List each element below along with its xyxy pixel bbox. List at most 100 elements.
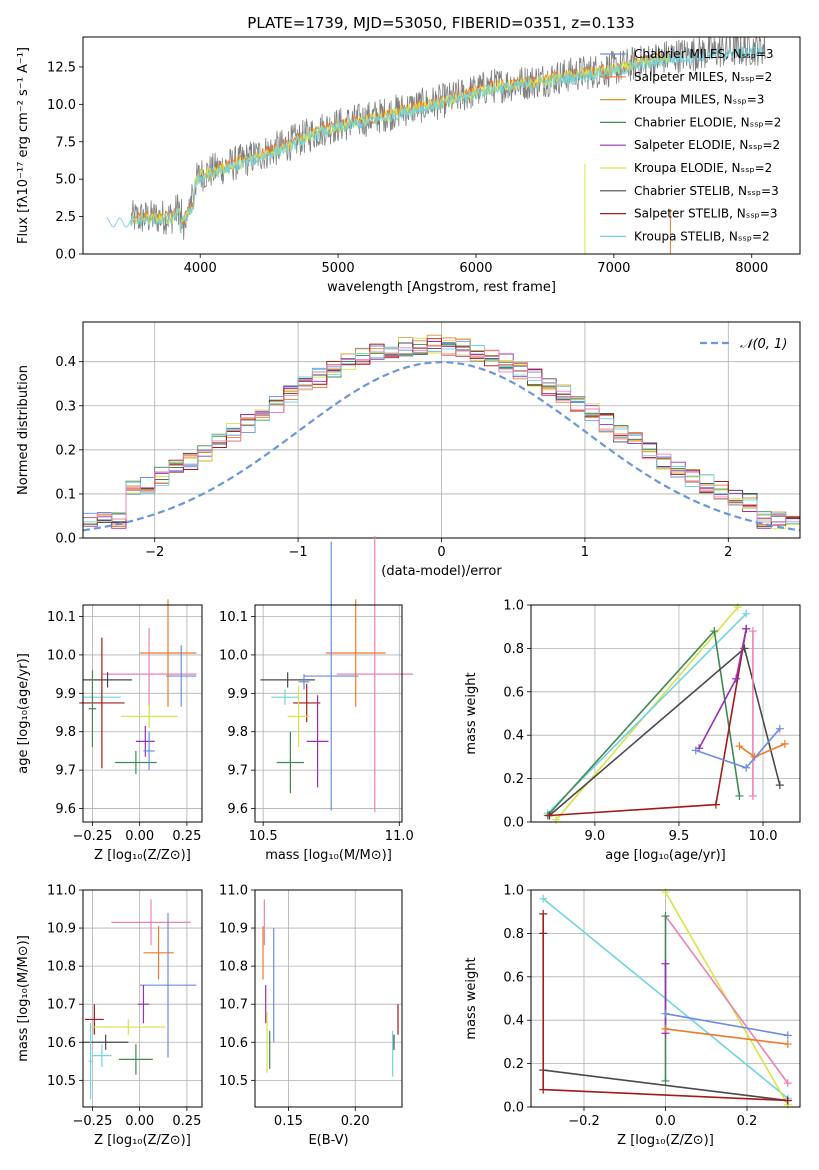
weight_vs_Z-xlabel: Z [log₁₀(Z/Z⊙)]	[617, 1133, 714, 1148]
weight_vs_Z-xtick-label: −0.2	[568, 1114, 600, 1129]
mass_vs_Z-xlabel: Z [log₁₀(Z/Z⊙)]	[94, 1133, 191, 1148]
weight_vs_Z-ytick-label: 0.6	[503, 970, 524, 985]
age_vs_Z-ytick-label: 9.8	[55, 725, 76, 740]
weight_vs_age-point-marker	[780, 739, 789, 748]
mass_vs_ebv-xlabel: E(B-V)	[308, 1133, 348, 1148]
weight_vs_Z-series-line	[543, 1069, 788, 1102]
spectrum-xlabel: wavelength [Angstrom, rest frame]	[327, 280, 556, 295]
weight_vs_age-frame	[530, 604, 801, 823]
age_vs_Z-ytick-label: 9.7	[55, 764, 76, 779]
weight_vs_age-ytick-label: 0.0	[503, 816, 524, 831]
legend-entry: Salpeter ELODIE, Nₛₛₚ=2	[634, 138, 780, 152]
mass_vs_ebv-frame	[254, 889, 403, 1108]
mass_vs_Z-ytick-label: 10.5	[47, 1074, 76, 1089]
weight_vs_Z-ytick-label: 0.2	[503, 1057, 524, 1072]
weight_vs_age-point-marker	[735, 742, 744, 751]
weight_vs_age-point-marker	[735, 791, 744, 800]
residuals-xtick-label: −2	[145, 545, 164, 560]
residuals-xtick-label: 1	[581, 545, 589, 560]
weight_vs_age-series-line	[547, 629, 741, 817]
weight_vs_age-point-marker	[732, 674, 741, 683]
spectrum-ytick-label: 12.5	[47, 60, 76, 75]
mass_vs_Z-xtick-label: −0.25	[73, 1114, 113, 1129]
weight_vs_age-point-marker	[742, 609, 751, 618]
weight_vs_Z-point-marker	[783, 1031, 792, 1040]
weight_vs_Z-series-line	[665, 1012, 788, 1037]
age_vs_mass-ytick-label: 9.6	[227, 802, 248, 817]
weight_vs_Z-point-marker	[539, 894, 548, 903]
spectrum-xtick-label: 6000	[459, 261, 492, 276]
legend-entry: Kroupa ELODIE, Nₛₛₚ=2	[634, 161, 772, 175]
weight_vs_age-axes: 9.0 9.5 10.0 0.0 0.2 0.4 0.6 0.8 1.0 age [log₁₀(a…	[464, 599, 800, 863]
legend-entry: Kroupa MILES, Nₛₛₚ=3	[634, 93, 764, 107]
age_vs_mass-ytick-label: 10.1	[219, 610, 248, 625]
weight_vs_age-ytick-label: 0.8	[503, 642, 524, 657]
legend-entry: Chabrier ELODIE, Nₛₛₚ=2	[634, 115, 781, 129]
mass_vs_Z-ytick-label: 10.8	[47, 960, 76, 975]
age_vs_Z-ytick-label: 10.0	[47, 648, 76, 663]
weight_vs_age-ytick-label: 1.0	[503, 599, 524, 614]
legend-entry: Chabrier STELIB, Nₛₛₚ=3	[634, 184, 779, 198]
mass_vs_ebv-ytick-label: 10.6	[219, 1036, 248, 1051]
mass_vs_Z-ylabel: mass [log₁₀(M/M⊙)]	[16, 935, 31, 1062]
weight_vs_Z-ytick-label: 1.0	[503, 884, 524, 899]
spectrum-title: PLATE=1739, MJD=53050, FIBERID=0351, z=0…	[247, 14, 634, 32]
residuals-ytick-label: 0.0	[55, 532, 76, 547]
kroupa_elodie-model-line	[131, 53, 670, 232]
weight_vs_age-point-marker	[742, 624, 751, 633]
residuals-ytick-label: 0.3	[55, 399, 76, 414]
spectrum-xtick-label: 8000	[735, 261, 768, 276]
weight_vs_Z-axes: −0.2 0.0 0.2 0.0 0.2 0.4 0.6 0.8 1.0 Z [log₁₀(Z/Z…	[464, 884, 800, 1148]
legend-entry: Salpeter STELIB, Nₛₛₚ=3	[634, 207, 778, 221]
age_vs_Z-ytick-label: 9.9	[55, 687, 76, 702]
age_vs_mass-xlabel: mass [log₁₀(M/M⊙)]	[265, 848, 392, 863]
age_vs_Z-axes: −0.25 0.00 0.25 9.6 9.7 9.8 9.9 10.0 10.1 Z [log₁…	[16, 599, 202, 863]
weight_vs_age-series-line	[548, 646, 781, 817]
spectrum-axes: 4000 5000 6000 7000 8000 0.0 2.5 5.0 7.5 10.0 12.5…	[16, 37, 781, 295]
weight_vs_Z-point-marker	[783, 1040, 792, 1049]
age_vs_Z-ytick-label: 10.1	[47, 610, 76, 625]
age_vs_mass-xtick-label: 11.0	[385, 829, 414, 844]
mass_vs_ebv-ytick-label: 10.9	[219, 922, 248, 937]
age_vs_mass-ytick-label: 10.0	[219, 648, 248, 663]
spectrum-ytick-label: 2.5	[55, 210, 76, 225]
weight_vs_Z-ytick-label: 0.4	[503, 1014, 524, 1029]
weight_vs_Z-frame	[530, 889, 801, 1108]
spectrum-frame	[82, 36, 801, 255]
spectrum-legend: Chabrier MILES, Nₛₛₚ=3 Salpeter MILES, Nₛ…	[600, 47, 781, 243]
weight_vs_age-series-line	[549, 628, 747, 817]
residuals-xtick-label: 0	[437, 545, 445, 560]
weight_vs_age-point-marker	[748, 791, 757, 800]
residuals-xtick-label: −1	[289, 545, 308, 560]
age_vs_mass-ytick-label: 9.8	[227, 725, 248, 740]
age_vs_Z-xtick-label: 0.00	[125, 829, 154, 844]
weight_vs_Z-ylabel: mass weight	[464, 957, 479, 1039]
weight_vs_Z-point-marker	[661, 959, 670, 968]
spectrum-xtick-label: 5000	[322, 261, 355, 276]
weight_vs_age-xtick-label: 10.0	[749, 829, 778, 844]
weight_vs_Z-series-line	[665, 1028, 788, 1045]
weight_vs_age-point-marker	[545, 811, 554, 820]
weight_vs_age-point-marker	[775, 724, 784, 733]
mass_vs_ebv-xtick-label: 0.15	[274, 1114, 303, 1129]
weight_vs_age-ylabel: mass weight	[464, 672, 479, 754]
age_vs_Z-xtick-label: 0.25	[172, 829, 201, 844]
age_vs_Z-frame	[82, 604, 203, 823]
weight_vs_age-ytick-label: 0.6	[503, 685, 524, 700]
weight_vs_Z-point-marker	[661, 1009, 670, 1018]
mass_vs_ebv-xtick-label: 0.20	[341, 1114, 370, 1129]
weight_vs_age-point-marker	[691, 746, 700, 755]
weight_vs_age-ytick-label: 0.4	[503, 729, 524, 744]
spectrum-ylabel: Flux [fλ10⁻¹⁷ erg cm⁻² s⁻¹ A⁻¹]	[16, 47, 31, 244]
weight_vs_Z-xtick-label: 0.2	[737, 1114, 758, 1129]
age_vs_mass-ytick-label: 9.9	[227, 687, 248, 702]
mass_vs_Z-xtick-label: 0.25	[172, 1114, 201, 1129]
age_vs_Z-ylabel: age [log₁₀(age/yr)]	[16, 653, 31, 774]
mass_vs_ebv-ytick-label: 10.7	[219, 998, 248, 1013]
legend-gaussian-label: 𝒩(0, 1)	[740, 337, 787, 352]
mass_vs_Z-ytick-label: 11.0	[47, 884, 76, 899]
residuals-frame	[82, 321, 801, 539]
spectrum-xtick-label: 7000	[597, 261, 630, 276]
residuals-xlabel: (data-model)/error	[381, 564, 502, 579]
